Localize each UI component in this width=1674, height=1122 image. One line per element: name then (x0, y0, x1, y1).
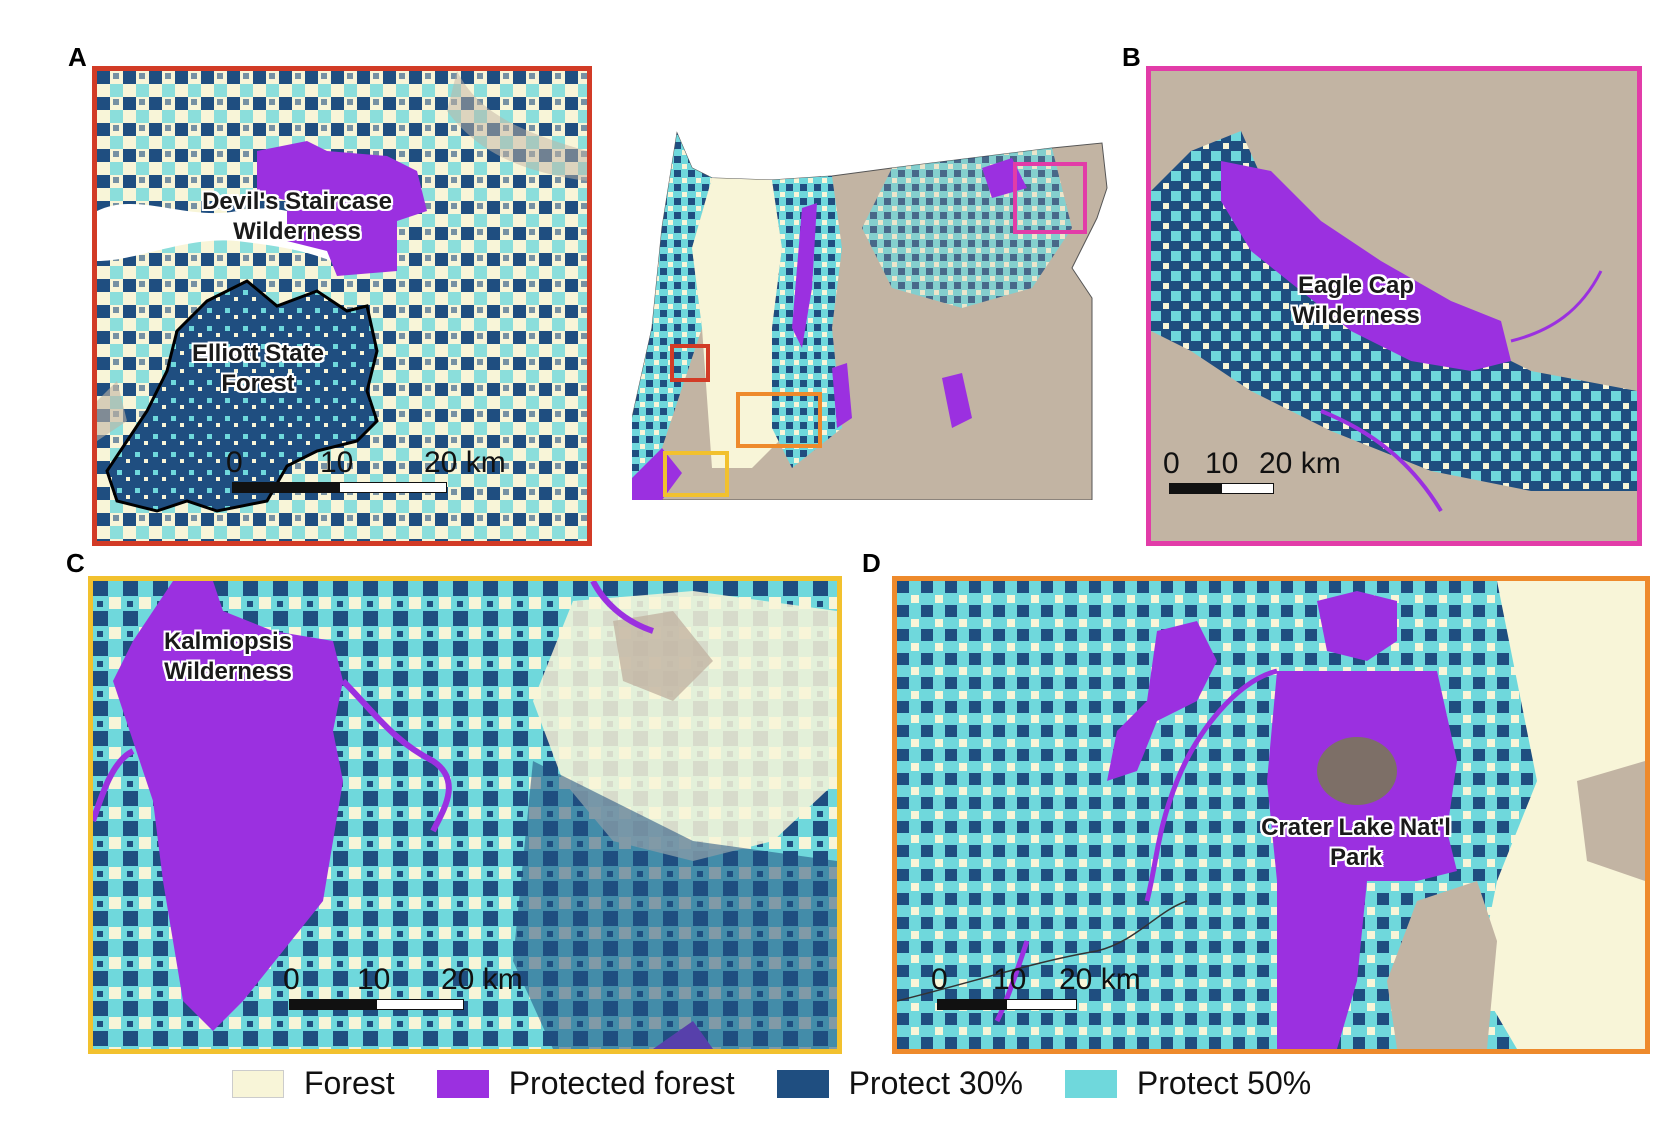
map-panel-d: Crater Lake Nat'l Park 0 10 20 km (892, 576, 1650, 1054)
scale-ticks-a: 0 10 20 km (226, 446, 506, 482)
label-devils-staircase: Devil's Staircase Wilderness (187, 187, 407, 247)
scale-tick: 10 (993, 963, 1027, 996)
label-crater-lake-text: Crater Lake Nat'l Park (1261, 814, 1451, 871)
map-panel-a: Devil's Staircase Wilderness Elliott Sta… (92, 66, 592, 546)
legend: Forest Protected forest Protect 30% Prot… (232, 1065, 1353, 1102)
label-eagle-cap: Eagle Cap Wilderness (1281, 271, 1431, 331)
legend-swatch (776, 1069, 829, 1098)
legend-swatch (436, 1069, 489, 1098)
legend-label: Protected forest (508, 1065, 735, 1101)
label-kalmiopsis: Kalmiopsis Wilderness (153, 627, 303, 687)
label-elliott: Elliott State Forest (183, 339, 333, 399)
panel-a-map (97, 71, 587, 541)
label-crater-lake: Crater Lake Nat'l Park (1261, 813, 1451, 873)
scale-tick: 20 km (1259, 447, 1341, 480)
panel-d-map (897, 581, 1645, 1049)
oregon-overview-map (632, 128, 1112, 500)
panel-letter-d: D (862, 548, 881, 578)
legend-label: Forest (304, 1065, 395, 1101)
panel-c-map (93, 581, 837, 1049)
scale-ticks-d: 0 10 20 km (931, 963, 1141, 999)
scale-tick: 0 (931, 963, 948, 996)
map-panel-b: Eagle Cap Wilderness 0 10 20 km (1146, 66, 1642, 546)
scale-tick: 20 km (1059, 963, 1141, 996)
oregon-map-svg (632, 131, 1108, 500)
scale-tick: 20 km (424, 446, 506, 479)
scale-ticks-b: 0 10 20 km (1163, 447, 1341, 483)
scale-bar-b: 0 10 20 km (1163, 447, 1341, 494)
scale-bar-a: 0 10 20 km (226, 446, 506, 493)
panel-b-map (1151, 71, 1637, 541)
scale-bar-graphic (937, 999, 1077, 1010)
legend-item-protect-50: Protect 50% (1064, 1065, 1312, 1102)
scale-tick: 0 (283, 963, 300, 996)
map-panel-c: Kalmiopsis Wilderness 0 10 20 km (88, 576, 842, 1054)
label-eagle-cap-text: Eagle Cap Wilderness (1292, 272, 1420, 329)
label-devils-staircase-text: Devil's Staircase Wilderness (202, 188, 392, 245)
panel-letter-a: A (68, 42, 87, 72)
legend-label: Protect 30% (848, 1065, 1023, 1101)
legend-item-protect-30: Protect 30% (776, 1065, 1023, 1102)
scale-tick: 10 (320, 446, 354, 479)
scale-tick: 20 km (441, 963, 523, 996)
label-elliott-text: Elliott State Forest (191, 340, 324, 397)
scale-bar-d: 0 10 20 km (931, 963, 1141, 1010)
legend-item-protected-forest: Protected forest (436, 1065, 735, 1102)
label-kalmiopsis-text: Kalmiopsis Wilderness (163, 628, 293, 685)
scale-bar-graphic (1169, 483, 1274, 494)
scale-bar-c: 0 10 20 km (283, 963, 523, 1010)
scale-tick: 10 (1205, 447, 1239, 480)
legend-swatch (1064, 1069, 1117, 1098)
scale-tick: 0 (226, 446, 243, 479)
legend-swatch (232, 1069, 284, 1098)
scale-tick: 0 (1163, 447, 1180, 480)
scale-tick: 10 (357, 963, 391, 996)
legend-label: Protect 50% (1136, 1065, 1312, 1101)
scale-ticks-c: 0 10 20 km (283, 963, 523, 999)
scale-bar-graphic (289, 999, 464, 1010)
panel-letter-c: C (66, 548, 85, 578)
panel-letter-b: B (1122, 42, 1141, 72)
scale-bar-graphic (232, 482, 447, 493)
legend-item-forest: Forest (232, 1065, 395, 1102)
